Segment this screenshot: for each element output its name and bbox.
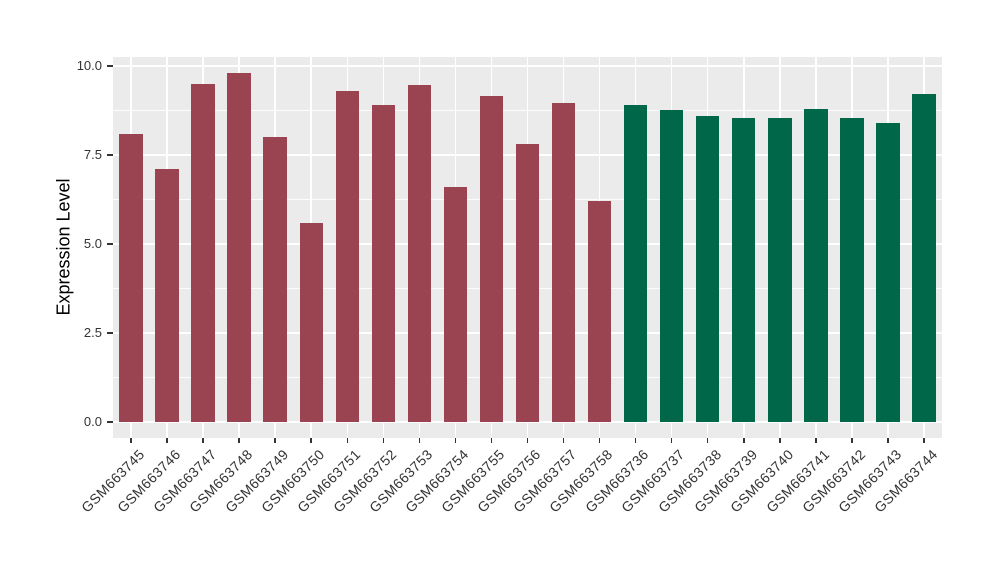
- x-tick-mark: [743, 438, 745, 443]
- x-tick-mark: [310, 438, 312, 443]
- x-tick-mark: [779, 438, 781, 443]
- x-tick-mark: [634, 438, 637, 443]
- bar: [191, 83, 215, 422]
- x-tick-mark: [526, 438, 529, 443]
- bar: [768, 117, 792, 422]
- bar: [299, 222, 323, 422]
- x-tick-mark: [382, 438, 385, 443]
- y-tick-mark: [107, 243, 113, 245]
- bar: [227, 73, 251, 422]
- y-tick-label: 0.0: [83, 414, 102, 430]
- y-tick-mark: [107, 421, 113, 423]
- bar: [696, 115, 720, 422]
- x-tick-mark: [238, 438, 240, 443]
- bar: [407, 85, 432, 422]
- x-tick-mark: [815, 438, 817, 443]
- y-tick-label: 2.5: [83, 325, 102, 341]
- x-tick-mark: [923, 438, 925, 443]
- bar: [551, 103, 576, 422]
- x-tick-mark: [490, 438, 493, 443]
- bar: [335, 90, 359, 422]
- bar: [479, 96, 504, 422]
- x-tick-mark: [202, 438, 204, 443]
- x-tick-mark: [562, 438, 565, 443]
- y-tick-label: 5.0: [83, 236, 102, 252]
- bar: [840, 117, 864, 422]
- y-tick-mark: [107, 65, 113, 67]
- x-tick-mark: [346, 438, 349, 443]
- x-tick-mark: [130, 438, 132, 443]
- bar: [912, 94, 936, 422]
- y-tick-mark: [107, 154, 113, 156]
- x-tick-mark: [851, 438, 853, 443]
- bar: [876, 122, 900, 422]
- y-tick-label: 7.5: [83, 147, 102, 163]
- bar: [515, 144, 540, 422]
- bar: [119, 133, 143, 422]
- bar: [263, 137, 287, 422]
- chart-panel: [113, 57, 942, 438]
- x-tick-mark: [454, 438, 457, 443]
- bar: [371, 105, 396, 422]
- x-tick-mark: [166, 438, 168, 443]
- bar: [732, 117, 756, 422]
- y-tick-mark: [107, 332, 113, 334]
- bar: [155, 169, 179, 422]
- bar: [659, 110, 684, 422]
- x-tick-mark: [598, 438, 601, 443]
- bar: [804, 108, 828, 422]
- x-tick-mark: [706, 438, 709, 443]
- x-tick-mark: [418, 438, 421, 443]
- y-tick-label: 10.0: [76, 58, 102, 74]
- bar: [443, 186, 468, 422]
- x-tick-mark: [670, 438, 673, 443]
- bar: [587, 201, 612, 422]
- x-tick-mark: [887, 438, 889, 443]
- x-tick-mark: [274, 438, 276, 443]
- bar: [623, 105, 648, 422]
